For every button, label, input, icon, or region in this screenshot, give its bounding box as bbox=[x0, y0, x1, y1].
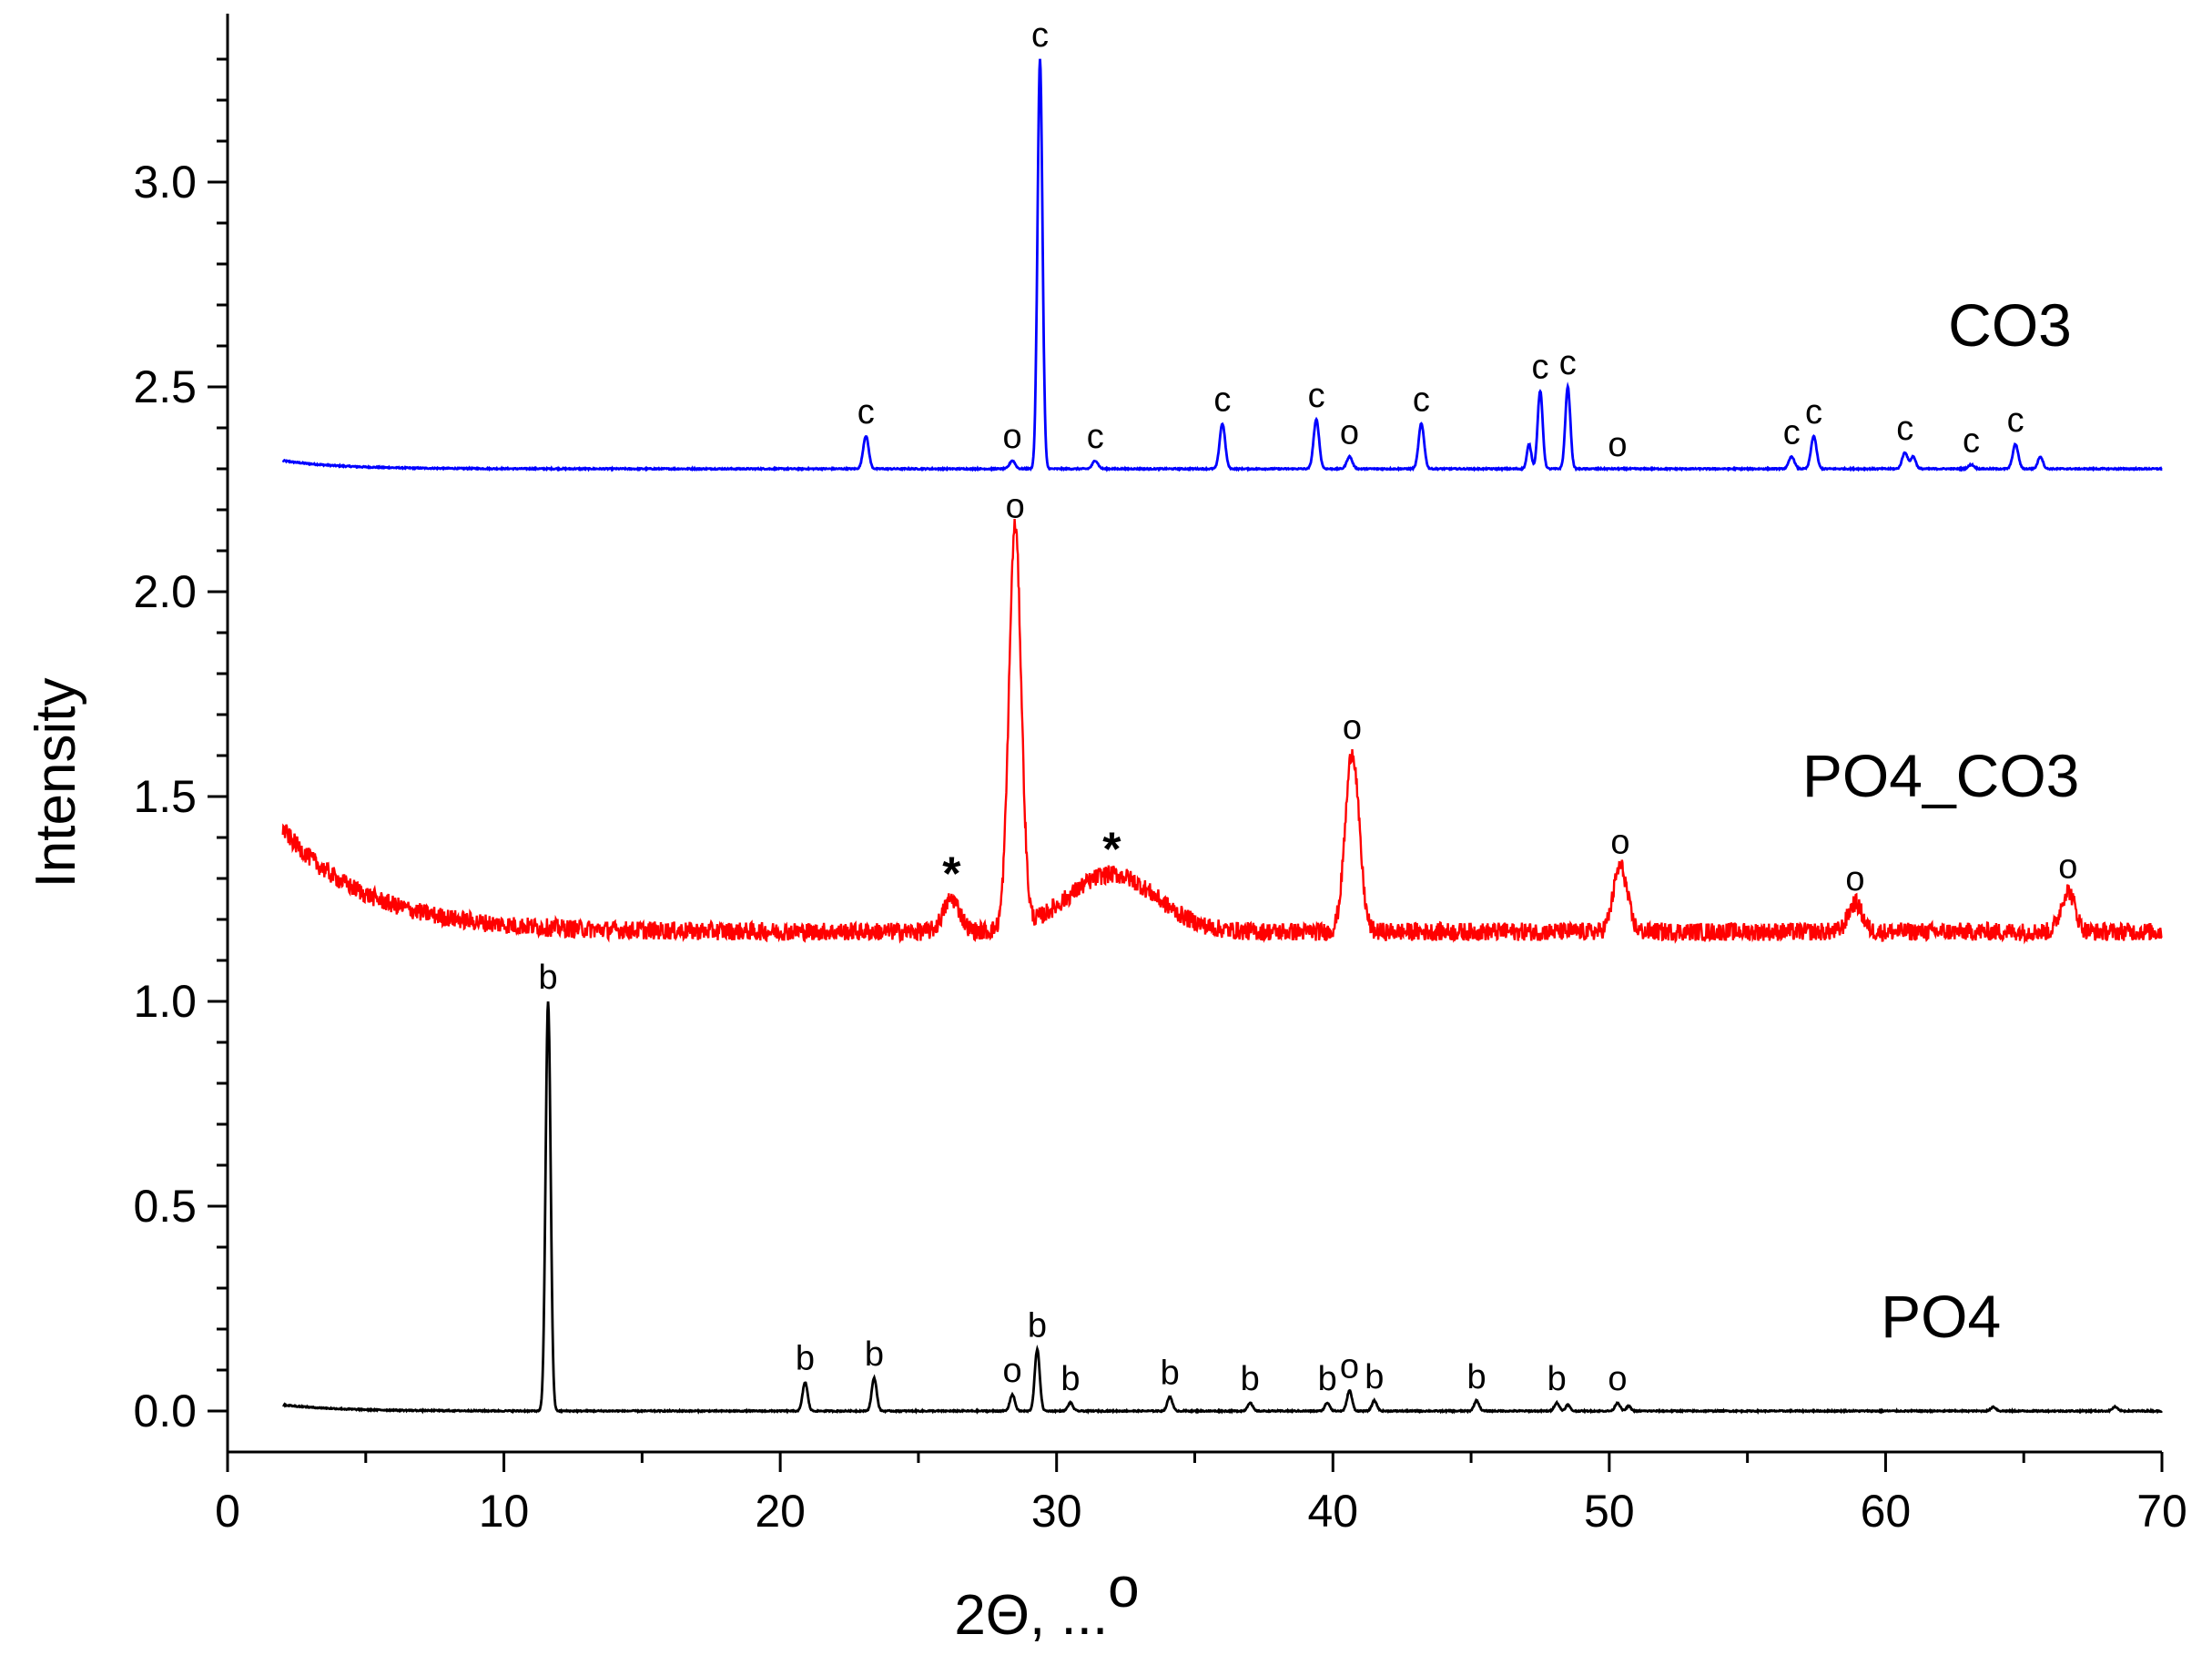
peak-label: c bbox=[1805, 393, 1822, 431]
y-tick-label: 1.0 bbox=[133, 976, 197, 1027]
series-line-po4 bbox=[282, 1001, 2163, 1416]
x-tick-label: 0 bbox=[215, 1486, 240, 1537]
x-tick-label: 70 bbox=[2136, 1486, 2187, 1537]
x-tick-label: 10 bbox=[479, 1486, 530, 1537]
series-line-po4-co3 bbox=[281, 519, 2163, 945]
y-tick-label: 0.5 bbox=[133, 1181, 197, 1232]
peak-label: b bbox=[1241, 1360, 1260, 1398]
peak-label: b bbox=[796, 1340, 815, 1378]
peak-label: b bbox=[1365, 1358, 1384, 1396]
x-tick-label: 60 bbox=[1861, 1486, 1912, 1537]
peak-label: b bbox=[865, 1335, 884, 1374]
x-tick-label: 50 bbox=[1584, 1486, 1635, 1537]
peak-label: c bbox=[2007, 401, 2024, 440]
y-tick-label: 2.5 bbox=[133, 361, 197, 412]
peak-label: c bbox=[1308, 377, 1325, 415]
x-axis-title-degree: o bbox=[1108, 1557, 1139, 1619]
peak-label: o bbox=[1003, 418, 1022, 456]
peak-label: b bbox=[1467, 1358, 1487, 1396]
series-label: PO4 bbox=[1881, 1283, 2001, 1350]
peak-label: o bbox=[2058, 848, 2077, 887]
peak-label: c bbox=[1532, 349, 1549, 387]
axes bbox=[208, 14, 2164, 1472]
peak-label: b bbox=[1547, 1360, 1567, 1398]
peak-label: c bbox=[1896, 410, 1913, 448]
series-line-co3 bbox=[281, 58, 2163, 472]
y-axis-title: Intensity bbox=[25, 678, 87, 888]
peak-label: b bbox=[1161, 1354, 1180, 1392]
peak-label: o bbox=[1340, 1348, 1359, 1386]
peak-label: o bbox=[1608, 426, 1627, 464]
peak-label: c bbox=[1031, 16, 1049, 55]
y-tick-label: 3.0 bbox=[133, 157, 197, 208]
series-label: PO4_CO3 bbox=[1802, 742, 2079, 809]
x-tick-label: 40 bbox=[1307, 1486, 1358, 1537]
peak-label: o bbox=[1610, 824, 1629, 862]
peak-label: o bbox=[1845, 860, 1864, 898]
x-axis-title: 2Θ, ...o bbox=[954, 1557, 1139, 1647]
peak-label: c bbox=[1213, 381, 1231, 420]
peak-label: o bbox=[1340, 414, 1359, 452]
tick-labels: 0 10 20 30 40 50 60 70 0.0 0.5 1.0 1.5 2.0 2.5 3.0 bbox=[133, 157, 2187, 1537]
peak-label: o bbox=[1003, 1352, 1022, 1390]
peak-label: c bbox=[857, 393, 875, 431]
peak-label: c bbox=[1087, 418, 1104, 456]
y-tick-label: 0.0 bbox=[133, 1386, 197, 1436]
peak-label: c bbox=[1783, 414, 1801, 452]
x-tick-label: 20 bbox=[755, 1486, 806, 1537]
y-tick-label: 1.5 bbox=[133, 771, 197, 822]
peak-label: c bbox=[1963, 422, 1980, 461]
series-lines bbox=[281, 58, 2163, 1416]
peak-label: o bbox=[1608, 1360, 1627, 1398]
peak-label: b bbox=[1318, 1360, 1337, 1398]
peak-label: c bbox=[1559, 344, 1577, 382]
peak-label: b bbox=[1028, 1307, 1047, 1345]
peak-label: b bbox=[1060, 1360, 1080, 1398]
y-tick-label: 2.0 bbox=[133, 566, 197, 617]
x-tick-label: 30 bbox=[1031, 1486, 1082, 1537]
peak-label: b bbox=[539, 959, 558, 997]
series-label: CO3 bbox=[1948, 291, 2072, 359]
peak-label: * bbox=[1102, 824, 1121, 877]
peak-label: c bbox=[1413, 381, 1430, 420]
series-labels: CO3 PO4_CO3 PO4 bbox=[1802, 291, 2079, 1350]
peak-label: o bbox=[1343, 709, 1362, 747]
x-axis-title-main: 2Θ, ... bbox=[954, 1584, 1108, 1647]
peak-label: * bbox=[942, 848, 961, 901]
peak-label: o bbox=[1006, 488, 1025, 526]
